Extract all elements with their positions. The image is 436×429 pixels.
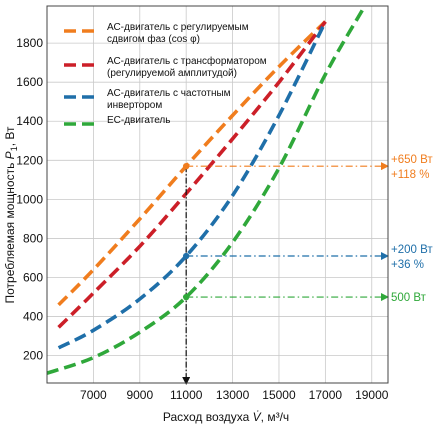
x-tick-label: 13000 <box>216 388 250 402</box>
legend-item-inverter-label: инвертором <box>107 100 162 111</box>
legend-item-cos-phi-label: сдвигом фаз (cos φ) <box>107 33 200 45</box>
y-axis-label-main: Потребляемая мощность <box>3 159 17 303</box>
y-tick-label: 1800 <box>16 36 43 50</box>
legend-item-inverter-label: АС-двигатель с частотным <box>107 88 231 99</box>
legend-item-cos-phi-label: АС-двигатель с регулируемым <box>107 22 249 33</box>
legend-item-ec-label: ЕС-двигатель <box>107 115 170 126</box>
series-line-ec <box>46 9 365 375</box>
x-tick-labels: 7000 9000 11000 13000 15000 17000 19000 <box>80 388 389 402</box>
x-axis-label: Расход воздуха V̇, м³/ч <box>163 410 289 424</box>
x-tick-label: 11000 <box>170 388 203 402</box>
annotation-cos-phi-label: +118 % <box>391 169 429 181</box>
legend-item-transformer-label: АС-двигатель с трансформатором <box>107 55 267 67</box>
y-tick-label: 1600 <box>16 75 43 89</box>
y-tick-labels: 200 400 600 800 1000 1200 1400 1600 1800 <box>16 36 43 363</box>
y-tick-label: 600 <box>23 271 43 285</box>
annotation-cos-phi-label: +650 Вт <box>391 154 433 166</box>
x-tick-label: 19000 <box>355 388 389 402</box>
y-tick-label: 200 <box>23 349 43 363</box>
x-axis-label-units: , м³/ч <box>261 410 290 424</box>
x-axis-label-main: Расход воздуха <box>163 410 253 424</box>
series-line-inverter <box>57 20 328 350</box>
x-tick-label: 9000 <box>126 388 153 402</box>
y-axis-label-symbol: P <box>3 151 17 159</box>
x-tick-label: 7000 <box>80 388 107 402</box>
annotation-inverter-label: +200 Вт <box>391 244 433 256</box>
annotation-inverter-label: +36 % <box>391 259 424 271</box>
y-axis-label: Потребляемая мощность P1, Вт <box>3 126 19 303</box>
y-tick-label: 1000 <box>16 192 43 206</box>
x-tick-label: 15000 <box>262 388 296 402</box>
annotation-ec-label: 500 Вт <box>391 292 427 304</box>
y-tick-label: 1200 <box>16 153 43 167</box>
y-axis-label-units: , Вт <box>3 126 17 146</box>
y-tick-label: 400 <box>23 310 43 324</box>
x-axis-label-symbol: V̇ <box>253 410 262 424</box>
y-tick-label: 1400 <box>16 114 43 128</box>
y-tick-label: 800 <box>23 231 43 245</box>
annotations: +650 Вт +118 % +200 Вт +36 % 500 Вт <box>182 154 433 385</box>
legend-item-transformer-label: (регулируемой амплитудой) <box>107 68 237 79</box>
plot-frame <box>46 5 389 384</box>
y-axis-label-subscript: 1 <box>9 146 19 151</box>
x-tick-label: 17000 <box>309 388 343 402</box>
